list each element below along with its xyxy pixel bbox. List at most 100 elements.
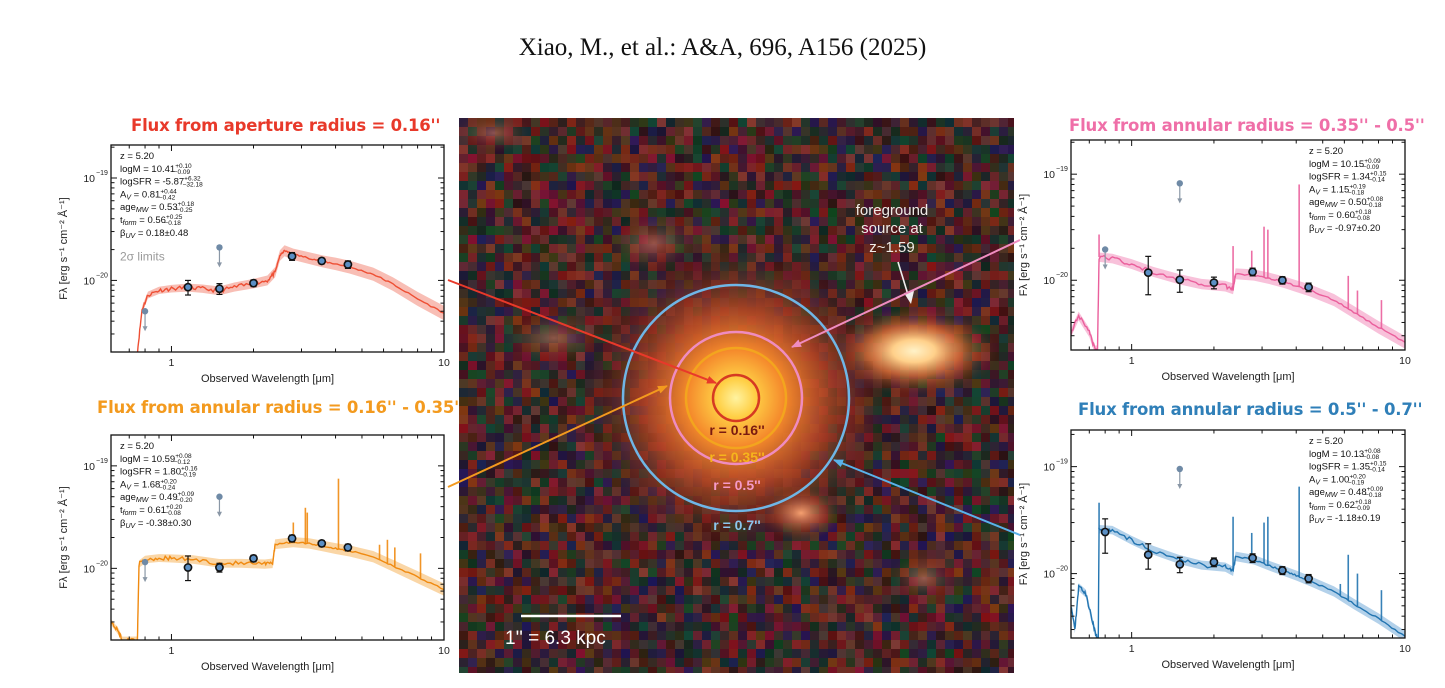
noise-pixel bbox=[972, 136, 981, 145]
noise-pixel bbox=[972, 217, 981, 226]
noise-pixel bbox=[693, 118, 702, 127]
noise-pixel bbox=[936, 181, 945, 190]
noise-pixel bbox=[954, 595, 963, 604]
noise-pixel bbox=[981, 460, 990, 469]
noise-pixel bbox=[558, 442, 567, 451]
x-tick-label: 10 bbox=[1399, 355, 1411, 367]
noise-pixel bbox=[639, 622, 648, 631]
noise-pixel bbox=[954, 217, 963, 226]
noise-pixel bbox=[675, 667, 684, 673]
noise-pixel bbox=[486, 334, 495, 343]
noise-pixel bbox=[612, 523, 621, 532]
noise-pixel bbox=[585, 181, 594, 190]
noise-pixel bbox=[900, 658, 909, 667]
noise-pixel bbox=[990, 496, 999, 505]
noise-pixel bbox=[567, 406, 576, 415]
noise-pixel bbox=[846, 118, 855, 127]
noise-pixel bbox=[666, 145, 675, 154]
noise-pixel bbox=[576, 469, 585, 478]
noise-pixel bbox=[666, 667, 675, 673]
noise-pixel bbox=[621, 271, 630, 280]
chart-frame bbox=[1070, 429, 1406, 639]
noise-pixel bbox=[909, 199, 918, 208]
noise-pixel bbox=[639, 532, 648, 541]
noise-pixel bbox=[513, 145, 522, 154]
photometry-point bbox=[215, 563, 224, 572]
noise-pixel bbox=[648, 631, 657, 640]
noise-pixel bbox=[468, 415, 477, 424]
noise-pixel bbox=[828, 595, 837, 604]
noise-pixel bbox=[576, 667, 585, 673]
noise-pixel bbox=[531, 118, 540, 127]
noise-pixel bbox=[738, 145, 747, 154]
noise-pixel bbox=[801, 208, 810, 217]
noise-pixel bbox=[594, 226, 603, 235]
noise-pixel bbox=[531, 541, 540, 550]
noise-pixel bbox=[801, 577, 810, 586]
noise-pixel bbox=[891, 631, 900, 640]
noise-pixel bbox=[963, 505, 972, 514]
noise-pixel bbox=[837, 145, 846, 154]
noise-pixel bbox=[603, 559, 612, 568]
noise-pixel bbox=[567, 298, 576, 307]
noise-pixel bbox=[936, 145, 945, 154]
noise-pixel bbox=[720, 649, 729, 658]
ring-label-05: r = 0.5'' bbox=[713, 477, 761, 493]
noise-pixel bbox=[972, 154, 981, 163]
noise-pixel bbox=[648, 622, 657, 631]
noise-pixel bbox=[864, 532, 873, 541]
noise-pixel bbox=[657, 172, 666, 181]
noise-pixel bbox=[468, 649, 477, 658]
noise-pixel bbox=[756, 154, 765, 163]
noise-pixel bbox=[828, 622, 837, 631]
noise-pixel bbox=[648, 613, 657, 622]
noise-pixel bbox=[873, 271, 882, 280]
noise-pixel bbox=[738, 154, 747, 163]
upper-limit-arrowhead bbox=[216, 511, 222, 517]
noise-pixel bbox=[909, 118, 918, 127]
noise-pixel bbox=[558, 496, 567, 505]
noise-pixel bbox=[972, 586, 981, 595]
noise-pixel bbox=[1008, 163, 1014, 172]
noise-pixel bbox=[729, 199, 738, 208]
noise-pixel bbox=[468, 181, 477, 190]
noise-pixel bbox=[846, 550, 855, 559]
noise-pixel bbox=[981, 559, 990, 568]
noise-pixel bbox=[891, 487, 900, 496]
noise-pixel bbox=[810, 127, 819, 136]
photometry-point bbox=[1209, 278, 1219, 288]
noise-pixel bbox=[540, 118, 549, 127]
noise-pixel bbox=[711, 658, 720, 667]
noise-pixel bbox=[801, 199, 810, 208]
noise-pixel bbox=[999, 145, 1008, 154]
noise-pixel bbox=[567, 613, 576, 622]
noise-pixel bbox=[495, 307, 504, 316]
noise-pixel bbox=[891, 163, 900, 172]
noise-pixel bbox=[540, 415, 549, 424]
noise-pixel bbox=[621, 658, 630, 667]
noise-pixel bbox=[828, 181, 837, 190]
noise-pixel bbox=[567, 145, 576, 154]
noise-pixel bbox=[963, 226, 972, 235]
noise-pixel bbox=[936, 262, 945, 271]
noise-pixel bbox=[549, 262, 558, 271]
noise-pixel bbox=[792, 586, 801, 595]
noise-pixel bbox=[630, 172, 639, 181]
noise-pixel bbox=[990, 523, 999, 532]
noise-pixel bbox=[531, 442, 540, 451]
y-tick-label: 10 bbox=[83, 173, 95, 185]
noise-pixel bbox=[864, 217, 873, 226]
noise-pixel bbox=[828, 226, 837, 235]
noise-pixel bbox=[513, 217, 522, 226]
y-tick-label: 10 bbox=[83, 461, 95, 473]
noise-pixel bbox=[801, 568, 810, 577]
noise-pixel bbox=[585, 469, 594, 478]
noise-pixel bbox=[657, 622, 666, 631]
noise-pixel bbox=[873, 487, 882, 496]
noise-pixel bbox=[549, 145, 558, 154]
noise-pixel bbox=[675, 586, 684, 595]
noise-pixel bbox=[954, 523, 963, 532]
noise-pixel bbox=[540, 289, 549, 298]
noise-pixel bbox=[882, 604, 891, 613]
noise-pixel bbox=[585, 226, 594, 235]
